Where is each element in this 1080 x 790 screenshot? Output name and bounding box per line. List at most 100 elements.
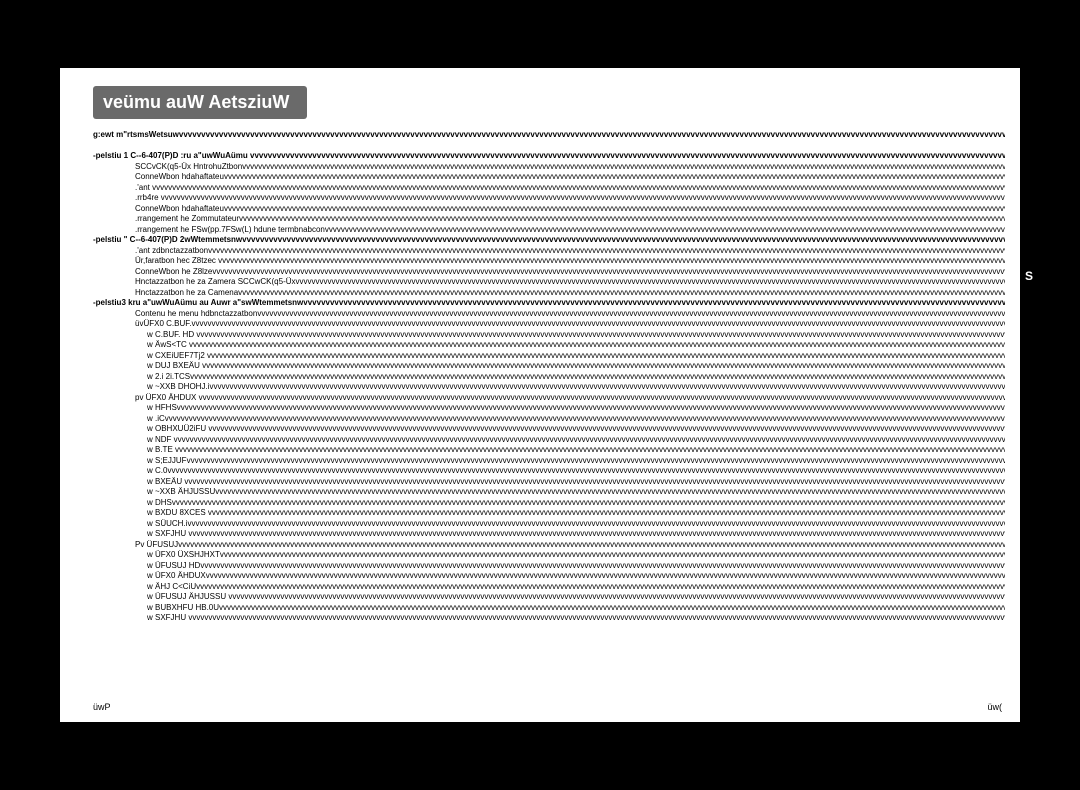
toc-leader: vvvvvvvvvvvvvvvvvvvvvvvvvvvvvvvvvvvvvvvv… <box>165 414 1005 423</box>
toc-leader: vvvvvvvvvvvvvvvvvvvvvvvvvvvvvvvvvvvvvvvv… <box>209 382 1005 391</box>
toc-line: w C.BUF. HD vvvvvvvvvvvvvvvvvvvvvvvvvvvv… <box>93 330 1005 341</box>
toc-line: w S;EJJUFvvvvvvvvvvvvvvvvvvvvvvvvvvvvvvv… <box>93 456 1005 467</box>
toc-label: w SXFJHU <box>147 529 188 538</box>
toc-leader: vvvvvvvvvvvvvvvvvvvvvvvvvvvvvvvvvvvvvvvv… <box>250 151 1005 160</box>
toc-line: w CXEiUEF7Tj2 vvvvvvvvvvvvvvvvvvvvvvvvvv… <box>93 351 1005 362</box>
toc-label: w ~XXB ÄHJUSSU <box>147 487 215 496</box>
toc-leader: vvvvvvvvvvvvvvvvvvvvvvvvvvvvvvvvvvvvvvvv… <box>188 529 1005 538</box>
toc-leader: vvvvvvvvvvvvvvvvvvvvvvvvvvvvvvvvvvvvvvvv… <box>207 351 1005 360</box>
toc-leader: vvvvvvvvvvvvvvvvvvvvvvvvvvvvvvvvvvvvvvvv… <box>220 550 1005 559</box>
toc-leader: vvvvvvvvvvvvvvvvvvvvvvvvvvvvvvvvvvvvvvvv… <box>212 267 1005 276</box>
toc-line: w ÜFX0 ÄHDUXvvvvvvvvvvvvvvvvvvvvvvvvvvvv… <box>93 571 1005 582</box>
toc-leader: vvvvvvvvvvvvvvvvvvvvvvvvvvvvvvvvvvvvvvvv… <box>257 309 1005 318</box>
footer-right: üw( <box>987 702 1002 712</box>
toc-line: Pv ÜFUSUJvvvvvvvvvvvvvvvvvvvvvvvvvvvvvvv… <box>93 540 1005 551</box>
toc-label: w ~XXB DHOHJ.i <box>147 382 209 391</box>
toc-label: -pelstiu 1 C--6-407(P)D :ru a"uwWuAümu <box>93 151 250 160</box>
toc-line <box>93 141 1005 152</box>
toc-leader: vvvvvvvvvvvvvvvvvvvvvvvvvvvvvvvvvvvvvvvv… <box>242 162 1005 171</box>
toc-leader: vvvvvvvvvvvvvvvvvvvvvvvvvvvvvvvvvvvvvvvv… <box>172 498 1005 507</box>
toc-label: .rrb4re <box>135 193 161 202</box>
toc-line: -pelstiu " C--6-407(P)D 2wWtemmetsnwvvvv… <box>93 235 1005 246</box>
toc-line: w SÜUCH.ivvvvvvvvvvvvvvvvvvvvvvvvvvvvvvv… <box>93 519 1005 530</box>
toc-label: w C.0 <box>147 466 167 475</box>
toc-line: w ÜFUSUJ ÄHJUSSU vvvvvvvvvvvvvvvvvvvvvvv… <box>93 592 1005 603</box>
toc-line: w HFHSvvvvvvvvvvvvvvvvvvvvvvvvvvvvvvvvvv… <box>93 403 1005 414</box>
toc-label: w ÜFUSUJ HD <box>147 561 200 570</box>
toc-line: g:ewt m"rtsmsWetsuwvvvvvvvvvvvvvvvvvvvvv… <box>93 130 1005 141</box>
toc-label: w 2.i 2i.TCS <box>147 372 190 381</box>
toc-label: w ÜFX0 ÜXSHJHXT <box>147 550 220 559</box>
toc-line: Ür,faratbon hec Z8tzec vvvvvvvvvvvvvvvvv… <box>93 256 1005 267</box>
toc-label: w CXEiUEF7Tj2 <box>147 351 207 360</box>
toc-line: w ~XXB DHOHJ.ivvvvvvvvvvvvvvvvvvvvvvvvvv… <box>93 382 1005 393</box>
toc-label: Contenu he menu hdbnctazzatbon <box>135 309 257 318</box>
toc-label: w S;EJJUF <box>147 456 187 465</box>
toc-label: SCCvCK(q5-Üx HntrohuZtbon <box>135 162 242 171</box>
toc-line: w ÄwS<TC vvvvvvvvvvvvvvvvvvvvvvvvvvvvvvv… <box>93 340 1005 351</box>
toc-label: .'ant <box>135 183 152 192</box>
toc-leader: vvvvvvvvvvvvvvvvvvvvvvvvvvvvvvvvvvvvvvvv… <box>175 445 1005 454</box>
toc-label: Pv ÜFUSUJ <box>135 540 178 549</box>
toc-label: w ÜFUSUJ ÄHJUSSU <box>147 592 228 601</box>
toc-leader: vvvvvvvvvvvvvvvvvvvvvvvvvvvvvvvvvvvvvvvv… <box>206 571 1005 580</box>
toc-line: .rrangement he FSw(pp.7FSw(L) hdune term… <box>93 225 1005 236</box>
toc-label: ConneWbon he Z8lze <box>135 267 212 276</box>
toc-leader: vvvvvvvvvvvvvvvvvvvvvvvvvvvvvvvvvvvvvvvv… <box>191 319 1005 328</box>
toc-leader: vvvvvvvvvvvvvvvvvvvvvvvvvvvvvvvvvvvvvvvv… <box>303 298 1005 307</box>
toc-line: w BXEÄU vvvvvvvvvvvvvvvvvvvvvvvvvvvvvvvv… <box>93 477 1005 488</box>
toc-leader: vvvvvvvvvvvvvvvvvvvvvvvvvvvvvvvvvvvvvvvv… <box>200 561 1005 570</box>
toc-leader: vvvvvvvvvvvvvvvvvvvvvvvvvvvvvvvvvvvvvvvv… <box>208 246 1005 255</box>
toc-leader: vvvvvvvvvvvvvvvvvvvvvvvvvvvvvvvvvvvvvvvv… <box>187 519 1005 528</box>
toc-line: -pelstiu 1 C--6-407(P)D :ru a"uwWuAümu v… <box>93 151 1005 162</box>
toc-line: .'ant vvvvvvvvvvvvvvvvvvvvvvvvvvvvvvvvvv… <box>93 183 1005 194</box>
toc-line: w BUBXHFU HB.0Uvvvvvvvvvvvvvvvvvvvvvvvvv… <box>93 603 1005 614</box>
toc-line: -pelstiu3 kru a"uwWuAümu au Auwr a"swWte… <box>93 298 1005 309</box>
toc-label: w SXFJHU <box>147 613 188 622</box>
toc-label: .'ant zdbnctazzatbon <box>135 246 208 255</box>
toc-label: g:ewt m"rtsmsWetsuw <box>93 130 179 139</box>
toc-line: .rrangement he Zommutateurvvvvvvvvvvvvvv… <box>93 214 1005 225</box>
toc-line: ConneWbon hdahaftateuvvvvvvvvvvvvvvvvvvv… <box>93 172 1005 183</box>
toc-label: w ÄHJ C<CiU <box>147 582 196 591</box>
toc-line: w NDF vvvvvvvvvvvvvvvvvvvvvvvvvvvvvvvvvv… <box>93 435 1005 446</box>
toc-leader: vvvvvvvvvvvvvvvvvvvvvvvvvvvvvvvvvvvvvvvv… <box>218 256 1005 265</box>
toc-line: w DUJ BXEÄU vvvvvvvvvvvvvvvvvvvvvvvvvvvv… <box>93 361 1005 372</box>
toc-line: w SXFJHU vvvvvvvvvvvvvvvvvvvvvvvvvvvvvvv… <box>93 613 1005 624</box>
toc-label: w ÜFX0 ÄHDUX <box>147 571 206 580</box>
page-title: veümu auW AetsziuW <box>93 86 307 119</box>
toc-line: w BXDU 8XCES vvvvvvvvvvvvvvvvvvvvvvvvvvv… <box>93 508 1005 519</box>
toc-label: w B.TE <box>147 445 175 454</box>
toc-label: .rrangement he FSw(pp.7FSw(L) hdune term… <box>135 225 325 234</box>
toc-line: w SXFJHU vvvvvvvvvvvvvvvvvvvvvvvvvvvvvvv… <box>93 529 1005 540</box>
toc-line: w ÄHJ C<CiUvvvvvvvvvvvvvvvvvvvvvvvvvvvvv… <box>93 582 1005 593</box>
toc-line: w .iCvvvvvvvvvvvvvvvvvvvvvvvvvvvvvvvvvvv… <box>93 414 1005 425</box>
page: veümu auW AetsziuW S g:ewt m"rtsmsWetsuw… <box>60 68 1020 722</box>
toc-leader: vvvvvvvvvvvvvvvvvvvvvvvvvvvvvvvvvvvvvvvv… <box>325 225 1005 234</box>
toc-label: w DHS <box>147 498 172 507</box>
toc-line: Contenu he menu hdbnctazzatbonvvvvvvvvvv… <box>93 309 1005 320</box>
toc-label: w NDF <box>147 435 174 444</box>
toc-line: Hnctazzatbon he za Zamera SCCwCK(q5-Üxvv… <box>93 277 1005 288</box>
toc-leader: vvvvvvvvvvvvvvvvvvvvvvvvvvvvvvvvvvvvvvvv… <box>215 487 1005 496</box>
toc-line: .'ant zdbnctazzatbonvvvvvvvvvvvvvvvvvvvv… <box>93 246 1005 257</box>
toc-label: ConneWbon hdahaftateuv <box>135 172 228 181</box>
toc-leader: vvvvvvvvvvvvvvvvvvvvvvvvvvvvvvvvvvvvvvvv… <box>242 235 1005 244</box>
toc-leader: vvvvvvvvvvvvvvvvvvvvvvvvvvvvvvvvvvvvvvvv… <box>161 193 1005 202</box>
toc-leader: vvvvvvvvvvvvvvvvvvvvvvvvvvvvvvvvvvvvvvvv… <box>179 130 1005 139</box>
toc-leader: vvvvvvvvvvvvvvvvvvvvvvvvvvvvvvvvvvvvvvvv… <box>238 288 1005 297</box>
toc-line: üvÜFX0 C.BUF.vvvvvvvvvvvvvvvvvvvvvvvvvvv… <box>93 319 1005 330</box>
toc-line: w 2.i 2i.TCSvvvvvvvvvvvvvvvvvvvvvvvvvvvv… <box>93 372 1005 383</box>
toc-line: SCCvCK(q5-Üx HntrohuZtbonvvvvvvvvvvvvvvv… <box>93 162 1005 173</box>
toc-line: ConneWbon hdahaftateuvvvvvvvvvvvvvvvvvvv… <box>93 204 1005 215</box>
toc-leader: vvvvvvvvvvvvvvvvvvvvvvvvvvvvvvvvvvvvvvvv… <box>189 340 1005 349</box>
toc-leader: vvvvvvvvvvvvvvvvvvvvvvvvvvvvvvvvvvvvvvvv… <box>174 435 1005 444</box>
toc-leader: vvvvvvvvvvvvvvvvvvvvvvvvvvvvvvvvvvvvvvvv… <box>152 183 1005 192</box>
toc-leader: vvvvvvvvvvvvvvvvvvvvvvvvvvvvvvvvvvvvvvvv… <box>196 330 1005 339</box>
toc-label: -pelstiu " C--6-407(P)D 2wWtemmetsnw <box>93 235 242 244</box>
toc-leader: vvvvvvvvvvvvvvvvvvvvvvvvvvvvvvvvvvvvvvvv… <box>219 603 1005 612</box>
toc-label: w .iC <box>147 414 165 423</box>
toc-line: w ~XXB ÄHJUSSUvvvvvvvvvvvvvvvvvvvvvvvvvv… <box>93 487 1005 498</box>
toc-label: w SÜUCH.i <box>147 519 187 528</box>
toc-leader: vvvvvvvvvvvvvvvvvvvvvvvvvvvvvvvvvvvvvvvv… <box>188 613 1005 622</box>
